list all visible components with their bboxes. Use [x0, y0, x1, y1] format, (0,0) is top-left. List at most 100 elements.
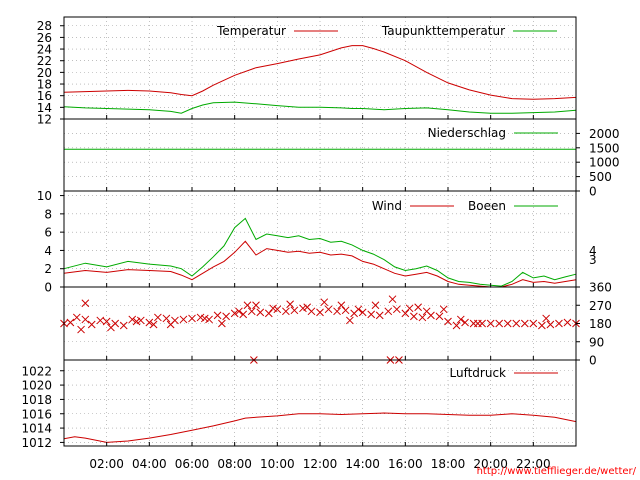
wind-legend-label: Wind [372, 199, 402, 213]
precipitation-ytick-label: 2000 [589, 127, 620, 141]
wind-ytick-label: 6 [44, 226, 52, 240]
wind-direction-point [486, 319, 495, 328]
precipitation-ytick-label: 1000 [589, 156, 620, 170]
wind-direction-point [371, 301, 380, 310]
wind-direction-point [563, 318, 572, 327]
temperature-ytick-label: 26 [37, 31, 52, 45]
pressure-frame [63, 359, 577, 447]
temperature-ytick-label: 18 [37, 78, 52, 92]
wind-direction-point [503, 319, 512, 328]
wind-direction-point [282, 307, 290, 316]
temperature-series-Temperatur [63, 45, 577, 100]
wind-series-Boeen [63, 217, 577, 287]
wind-direction-point [520, 319, 529, 328]
wind-direction-point [188, 314, 196, 323]
data-layer [60, 45, 580, 443]
credit-url[interactable]: http://www.tiefflieger.de/wetter/ [476, 466, 636, 477]
x-tick-label: 06:00 [175, 457, 210, 471]
x-tick-label: 12:00 [303, 457, 338, 471]
wind-direction-point [235, 307, 243, 316]
wind-direction-point [166, 320, 175, 329]
wind-direction-point [333, 307, 341, 316]
precipitation-ytick-label: 0 [589, 185, 597, 199]
wind-direction-point [286, 300, 294, 309]
wind-direction-point [149, 320, 158, 329]
x-tick-label: 16:00 [388, 457, 423, 471]
precipitation-ytick-label: 500 [589, 170, 612, 184]
wind-direction-point [384, 307, 393, 316]
wind-direction-point [422, 307, 431, 316]
temperature-ytick-label: 14 [37, 101, 52, 115]
temperature-legend-label: Temperatur [216, 24, 286, 38]
wind-direction-point [546, 320, 555, 329]
wind-direction-point [128, 315, 137, 324]
wind-direction-point [77, 325, 85, 334]
wind-direction-point [375, 311, 384, 320]
wind-direction-point [132, 317, 141, 326]
wind-direction-point [405, 304, 414, 313]
x-tick-label: 22:00 [516, 457, 551, 471]
wind-direction-point [119, 321, 128, 330]
wind_direction-ytick-label: 270 [589, 299, 612, 313]
wind-direction-point [474, 319, 482, 328]
wind-direction-point [495, 319, 504, 328]
wind-direction-point [337, 301, 346, 310]
wind-direction-point [392, 305, 401, 314]
x-tick-label: 18:00 [431, 457, 466, 471]
wind-direction-point [162, 314, 171, 323]
temperature-legend-label: Taupunkttemperatur [381, 24, 505, 38]
wind_direction-ytick-label: 180 [589, 317, 612, 331]
wind-direction-point [154, 313, 162, 322]
wind-direction-point [213, 311, 222, 320]
wind-direction-point [354, 305, 363, 314]
wind-direction-point [461, 318, 469, 327]
wind-ytick-right-label: 4 [589, 244, 597, 258]
wind-direction-point [256, 308, 265, 317]
wind-direction-point [538, 321, 546, 330]
wind-ytick-label: 10 [37, 189, 52, 203]
wind-direction-point [414, 303, 422, 312]
pressure-legend-label: Luftdruck [449, 366, 506, 380]
temperature-series-Taupunkttemperatur [63, 101, 577, 114]
wind-direction-point [269, 304, 277, 313]
pressure-ytick-label: 1016 [21, 407, 52, 421]
x-tick-label: 10:00 [260, 457, 295, 471]
wind-direction-point [179, 315, 188, 324]
wind-direction-point [252, 301, 260, 310]
wind-ytick-label: 2 [44, 262, 52, 276]
wind-ytick-right-label: 3 [589, 253, 597, 267]
wind-direction-point [341, 306, 350, 315]
wind-direction-point [358, 308, 367, 317]
wind_direction-ytick-label: 0 [589, 354, 597, 368]
x-tick-label: 04:00 [132, 457, 167, 471]
wind-direction-point [230, 309, 239, 318]
wind-ytick-label: 4 [44, 244, 52, 258]
wind-direction-point [218, 319, 226, 328]
wind-direction-point [418, 313, 427, 322]
wind-direction-point [243, 301, 252, 310]
wind-direction-point [96, 316, 105, 325]
temperature-ytick-label: 22 [37, 54, 52, 68]
wind-direction-point [72, 313, 81, 322]
x-tick-label: 14:00 [345, 457, 380, 471]
temperature-ytick-label: 12 [37, 113, 52, 127]
wind-direction-point [401, 309, 410, 318]
x-tick-label: 02:00 [89, 457, 124, 471]
frame-layer [60, 16, 580, 447]
wind-series-Wind [63, 240, 577, 288]
wind-direction-point [542, 314, 550, 323]
wind-legend-label: Boeen [468, 199, 506, 213]
grid-layer [64, 17, 576, 446]
wind_direction-ytick-label: 90 [589, 335, 604, 349]
x-tick-label: 20:00 [473, 457, 508, 471]
wind-direction-point [320, 298, 329, 307]
wind-direction-point [239, 310, 248, 319]
wind-direction-point [222, 312, 230, 321]
wind-direction-point [444, 317, 452, 326]
wind-direction-point [290, 306, 299, 315]
temperature-ytick-label: 16 [37, 89, 52, 103]
wind-direction-point [346, 316, 354, 325]
wind-direction-point [81, 315, 90, 324]
wind-direction-point [303, 303, 312, 312]
